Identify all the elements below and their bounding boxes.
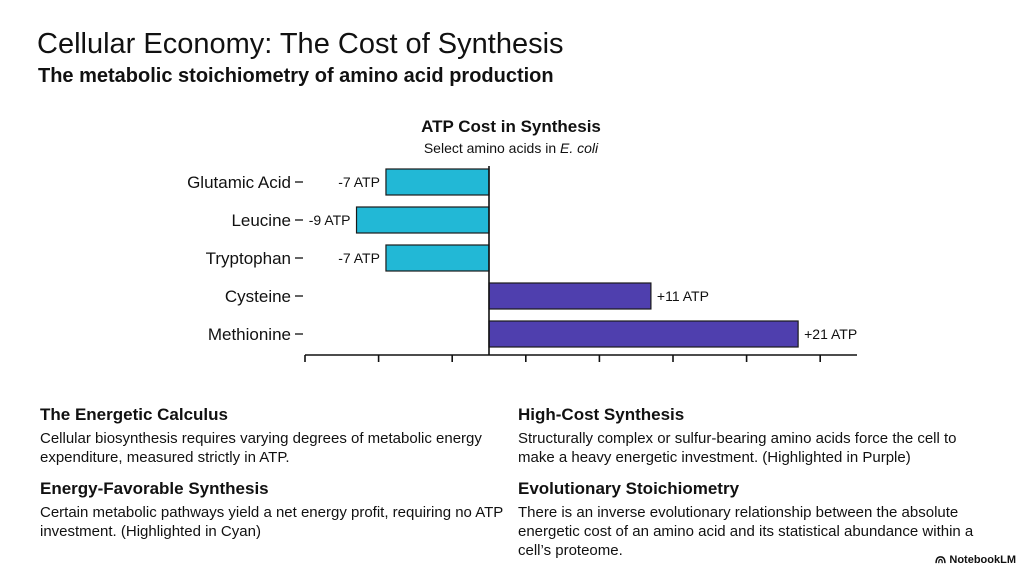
chart-title: ATP Cost in Synthesis — [421, 117, 601, 136]
data-label: +21 ATP — [804, 326, 857, 342]
bar — [355, 206, 490, 234]
plot-area: Glutamic Acid -7 ATP Leucine -9 ATP Tryptoph… — [187, 166, 857, 362]
chart-subtitle-prefix: Select amino acids in — [424, 140, 560, 156]
section-body: Structurally complex or sulfur-bearing a… — [518, 430, 957, 466]
section-high-cost: High-Cost Synthesis Structurally complex… — [518, 405, 988, 467]
branding-label: NotebookLM — [949, 554, 1016, 566]
section-heading: High-Cost Synthesis — [518, 405, 685, 424]
bar — [385, 244, 490, 272]
chart-subtitle-organism: E. coli — [560, 140, 599, 156]
section-energy-favorable: Energy-Favorable Synthesis Certain metab… — [40, 479, 510, 541]
bar — [488, 320, 799, 348]
section-energetic-calculus: The Energetic Calculus Cellular biosynth… — [40, 405, 510, 467]
section-heading: The Energetic Calculus — [40, 405, 228, 424]
y-tick-label: Methionine — [208, 325, 291, 344]
y-tick-label: Tryptophan — [206, 249, 291, 268]
bar — [385, 168, 490, 196]
bar — [488, 282, 652, 310]
notebooklm-branding: NotebookLM — [935, 554, 1016, 566]
section-body: Certain metabolic pathways yield a net e… — [40, 504, 504, 540]
y-tick-label: Glutamic Acid — [187, 173, 291, 192]
notebooklm-logo-icon — [935, 556, 947, 564]
section-evolutionary: Evolutionary Stoichiometry There is an i… — [518, 479, 988, 560]
section-body: Cellular biosynthesis requires varying d… — [40, 430, 482, 466]
atp-cost-chart: ATP Cost in Synthesis Select amino acids… — [187, 117, 857, 362]
data-label: +11 ATP — [657, 288, 709, 304]
section-body: There is an inverse evolutionary relatio… — [518, 504, 974, 559]
section-heading: Evolutionary Stoichiometry — [518, 479, 740, 498]
slide-title: Cellular Economy: The Cost of Synthesis — [37, 28, 564, 60]
data-label: -7 ATP — [338, 174, 380, 190]
data-label: -9 ATP — [309, 212, 351, 228]
y-tick-label: Cysteine — [225, 287, 291, 306]
section-heading: Energy-Favorable Synthesis — [40, 479, 269, 498]
data-label: -7 ATP — [338, 250, 380, 266]
y-tick-label: Leucine — [231, 211, 291, 230]
chart-subtitle: Select amino acids in E. coli — [424, 140, 599, 156]
slide-subtitle: The metabolic stoichiometry of amino aci… — [38, 65, 554, 87]
